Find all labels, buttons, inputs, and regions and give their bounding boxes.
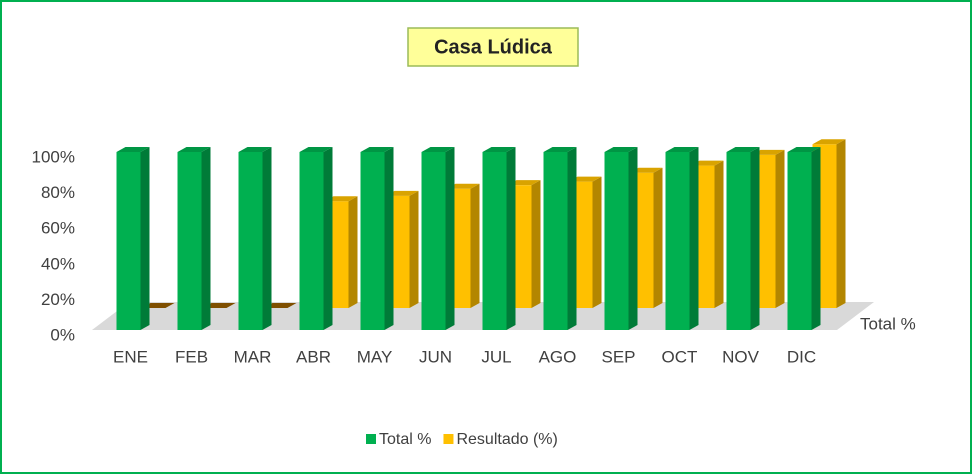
- y-tick-label: 100%: [32, 147, 75, 166]
- bar-side: [470, 183, 480, 308]
- bar-side: [262, 147, 272, 330]
- legend-swatch: [443, 434, 454, 444]
- bar-top: [690, 160, 724, 166]
- bar-top: [446, 183, 480, 189]
- bar-face: [482, 152, 507, 330]
- legend-label: Total %: [379, 431, 431, 448]
- bar-side: [689, 147, 699, 330]
- x-tick-label: DIC: [787, 347, 816, 366]
- x-tick-label: MAR: [234, 347, 272, 366]
- bar-face: [177, 152, 202, 330]
- bar-top: [543, 147, 577, 152]
- bar: [787, 147, 821, 330]
- legend-label: Resultado (%): [456, 431, 557, 448]
- x-tick-label: JUL: [481, 347, 511, 366]
- x-tick-label: AGO: [539, 347, 577, 366]
- bar: [116, 147, 150, 330]
- bar-side: [592, 176, 602, 308]
- bar-top: [507, 180, 541, 186]
- bar-face: [604, 152, 629, 330]
- bar-top: [116, 147, 150, 152]
- bar-face: [116, 152, 141, 330]
- bar-face: [360, 152, 385, 330]
- bar-side: [531, 180, 541, 308]
- bar-side: [750, 147, 760, 330]
- x-tick-label: NOV: [722, 347, 760, 366]
- bar-side: [140, 147, 150, 330]
- bar-top: [726, 147, 760, 152]
- bar-face: [299, 152, 324, 330]
- y-tick-label: 40%: [41, 254, 75, 273]
- bar-top: [177, 147, 211, 152]
- bar-face: [421, 152, 446, 330]
- bar-top: [787, 147, 821, 152]
- bar-face: [238, 152, 263, 330]
- bar: [360, 147, 394, 330]
- bar-side: [348, 196, 358, 308]
- y-tick-label: 0%: [50, 325, 75, 344]
- bar: [543, 147, 577, 330]
- x-tick-label: ENE: [113, 347, 148, 366]
- y-tick-label: 80%: [41, 183, 75, 202]
- bar-side: [506, 147, 516, 330]
- bar-side: [445, 147, 455, 330]
- bar-side: [409, 190, 419, 308]
- bar-side: [714, 160, 724, 308]
- depth-axis-label: Total %: [860, 314, 916, 333]
- bar-side: [567, 147, 577, 330]
- x-tick-label: SEP: [601, 347, 635, 366]
- bar-top: [141, 303, 175, 308]
- bar: [665, 147, 699, 330]
- bar-top: [482, 147, 516, 152]
- bar-side: [323, 147, 333, 330]
- bar: [141, 303, 175, 308]
- bar-side: [653, 167, 663, 308]
- bar-top: [665, 147, 699, 152]
- x-tick-label: ABR: [296, 347, 331, 366]
- bar-top: [263, 303, 297, 308]
- bar-side: [775, 149, 785, 308]
- bar: [421, 147, 455, 330]
- x-tick-label: MAY: [357, 347, 393, 366]
- bar-face: [665, 152, 690, 330]
- bar-top: [299, 147, 333, 152]
- bar-side: [384, 147, 394, 330]
- bar-top: [751, 149, 785, 155]
- bar: [177, 147, 211, 330]
- x-tick-label: FEB: [175, 347, 208, 366]
- bar: [604, 147, 638, 330]
- bar-side: [628, 147, 638, 330]
- bar: [726, 147, 760, 330]
- bar-top: [421, 147, 455, 152]
- y-tick-label: 20%: [41, 290, 75, 309]
- legend-swatch: [366, 434, 376, 444]
- bar-top: [238, 147, 272, 152]
- bar: [482, 147, 516, 330]
- bar-face: [787, 152, 812, 330]
- chart-title: Casa Lúdica: [434, 36, 553, 58]
- x-tick-label: JUN: [419, 347, 452, 366]
- bar-top: [202, 303, 236, 308]
- bar-face: [726, 152, 751, 330]
- bar-top: [324, 196, 358, 202]
- bar: [202, 303, 236, 308]
- bar-side: [811, 147, 821, 330]
- bar-top: [629, 167, 663, 173]
- y-tick-label: 60%: [41, 219, 75, 238]
- bar: [299, 147, 333, 330]
- bar-face: [543, 152, 568, 330]
- bar-side: [836, 139, 846, 308]
- bar-top: [360, 147, 394, 152]
- bar-top: [385, 190, 419, 196]
- bar-top: [568, 176, 602, 182]
- bar-side: [201, 147, 211, 330]
- x-tick-label: OCT: [662, 347, 698, 366]
- bar: [263, 303, 297, 308]
- bar-top: [604, 147, 638, 152]
- bar-top: [812, 139, 846, 145]
- title-box: [407, 27, 579, 67]
- bar: [238, 147, 272, 330]
